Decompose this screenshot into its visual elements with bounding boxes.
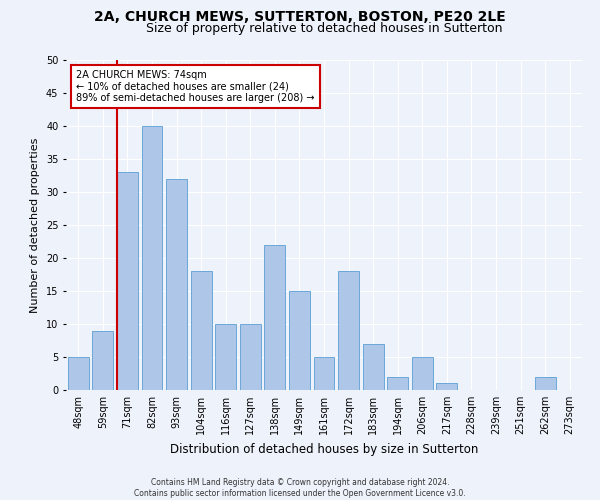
Bar (314, 357, 334, 390)
Bar (142, 126, 163, 390)
Text: Contains HM Land Registry data © Crown copyright and database right 2024.
Contai: Contains HM Land Registry data © Crown c… (134, 478, 466, 498)
Bar (535, 377, 556, 390)
Bar (117, 172, 138, 390)
Bar (412, 357, 433, 390)
Bar (387, 377, 408, 390)
Text: 2A, CHURCH MEWS, SUTTERTON, BOSTON, PE20 2LE: 2A, CHURCH MEWS, SUTTERTON, BOSTON, PE20… (94, 10, 506, 24)
Title: Size of property relative to detached houses in Sutterton: Size of property relative to detached ho… (146, 22, 502, 35)
Bar (215, 324, 236, 390)
Bar (68, 357, 89, 390)
Bar (265, 245, 286, 390)
Y-axis label: Number of detached properties: Number of detached properties (31, 138, 40, 312)
Bar (92, 330, 113, 390)
Bar (191, 271, 212, 390)
Bar (240, 324, 261, 390)
Bar (289, 291, 310, 390)
Text: 2A CHURCH MEWS: 74sqm
← 10% of detached houses are smaller (24)
89% of semi-deta: 2A CHURCH MEWS: 74sqm ← 10% of detached … (76, 70, 315, 103)
Bar (166, 179, 187, 390)
X-axis label: Distribution of detached houses by size in Sutterton: Distribution of detached houses by size … (170, 442, 478, 456)
Bar (362, 344, 383, 390)
Bar (436, 384, 457, 390)
Bar (338, 271, 359, 390)
